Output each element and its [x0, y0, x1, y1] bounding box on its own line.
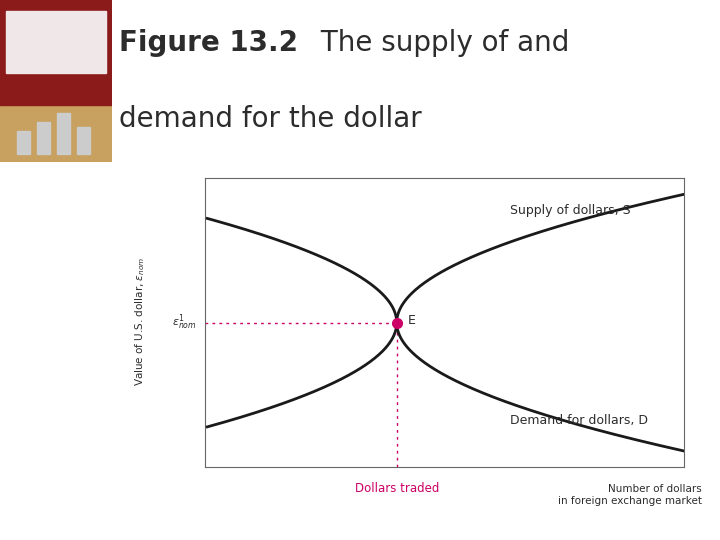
Bar [77, 127, 91, 154]
Text: demand for the dollar: demand for the dollar [119, 105, 421, 133]
Text: Value of U.S. dollar, $\varepsilon_{nom}$: Value of U.S. dollar, $\varepsilon_{nom}… [133, 256, 148, 386]
Text: $\varepsilon^1_{nom}$: $\varepsilon^1_{nom}$ [172, 313, 197, 333]
Text: Demand for dollars, D: Demand for dollars, D [510, 414, 649, 427]
Text: Copyright ©2014 Pearson Education: Copyright ©2014 Pearson Education [11, 510, 228, 524]
Text: The supply of and: The supply of and [312, 29, 569, 57]
Bar [6, 11, 106, 73]
Text: Supply of dollars, S: Supply of dollars, S [510, 204, 631, 217]
Bar [0, 0, 112, 105]
Bar [37, 122, 50, 154]
Text: Dollars traded: Dollars traded [354, 482, 439, 495]
Bar [0, 105, 112, 162]
Text: 13-30: 13-30 [675, 510, 709, 524]
Bar [17, 131, 30, 154]
Text: Figure 13.2: Figure 13.2 [119, 29, 298, 57]
Bar [57, 113, 71, 154]
Text: Number of dollars
in foreign exchange market: Number of dollars in foreign exchange ma… [558, 484, 702, 506]
Text: E: E [408, 314, 415, 327]
